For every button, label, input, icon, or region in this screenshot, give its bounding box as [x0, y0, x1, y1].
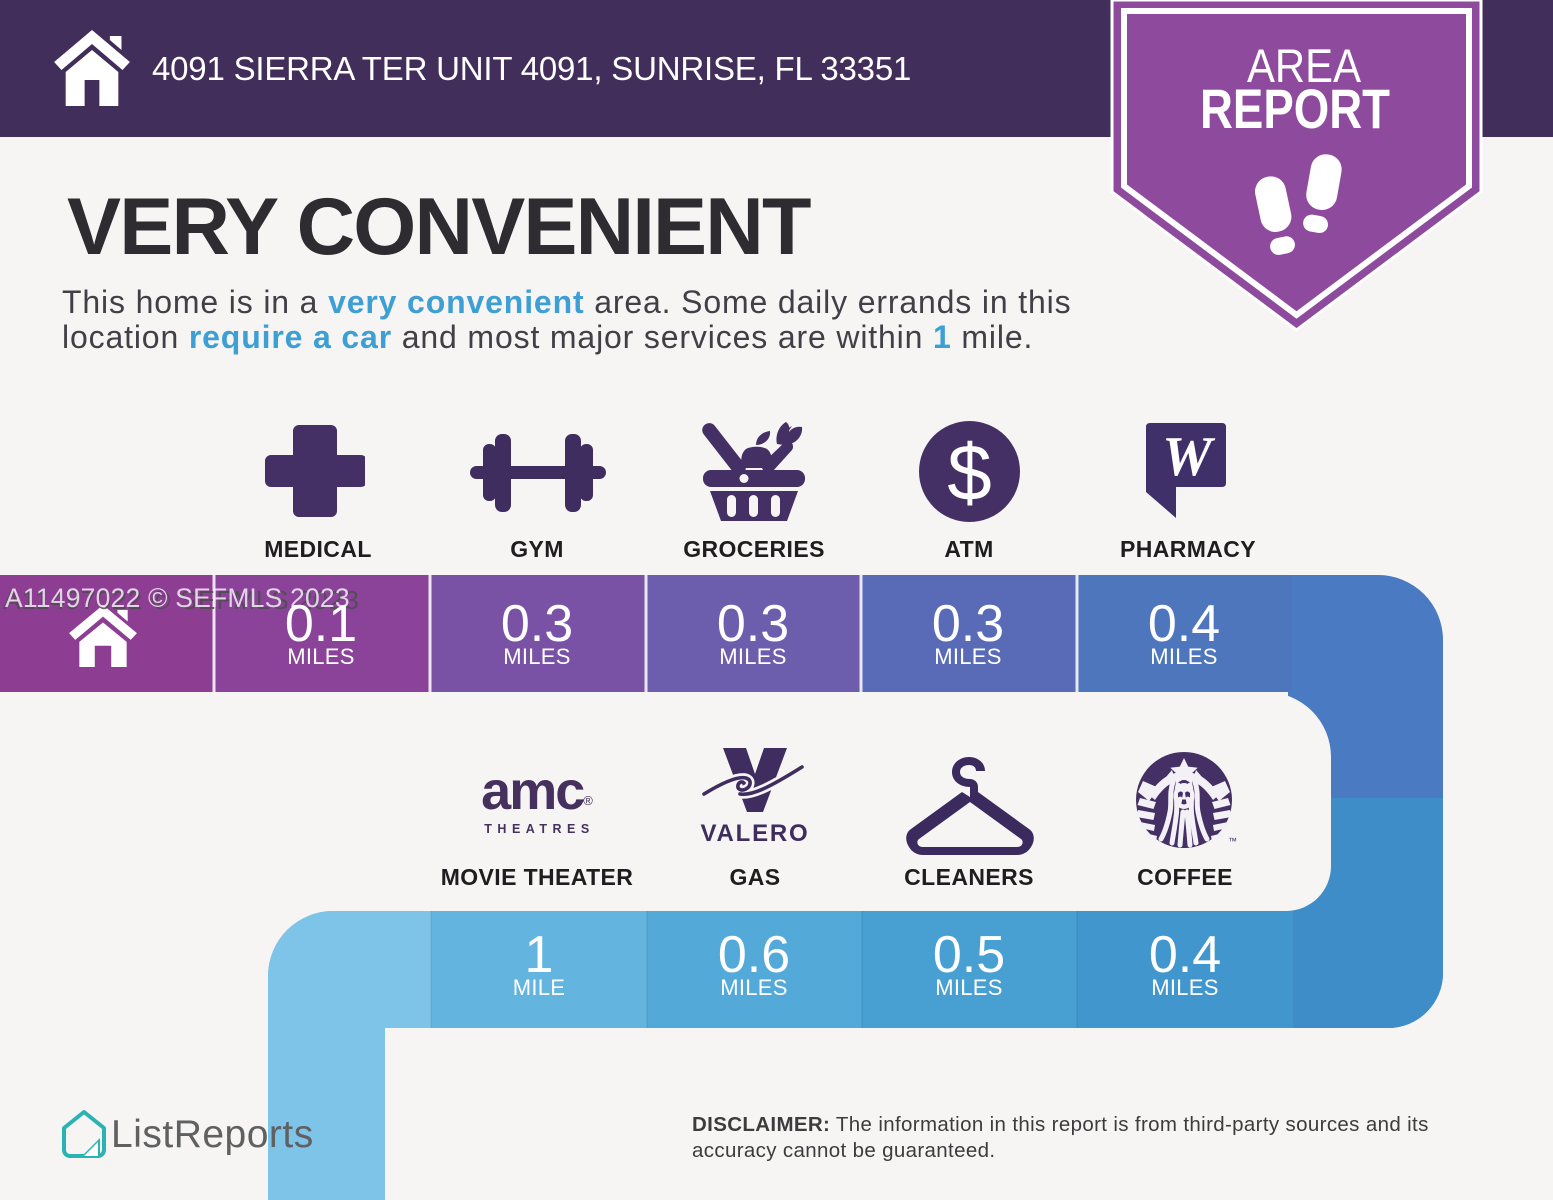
svg-text:AREA: AREA: [1247, 39, 1362, 92]
svg-text:$: $: [947, 428, 992, 517]
svg-text:VALERO: VALERO: [700, 820, 809, 847]
svg-text:W: W: [1162, 426, 1216, 488]
svg-text:™: ™: [1228, 836, 1237, 846]
svg-text:REPORT: REPORT: [1200, 77, 1390, 140]
